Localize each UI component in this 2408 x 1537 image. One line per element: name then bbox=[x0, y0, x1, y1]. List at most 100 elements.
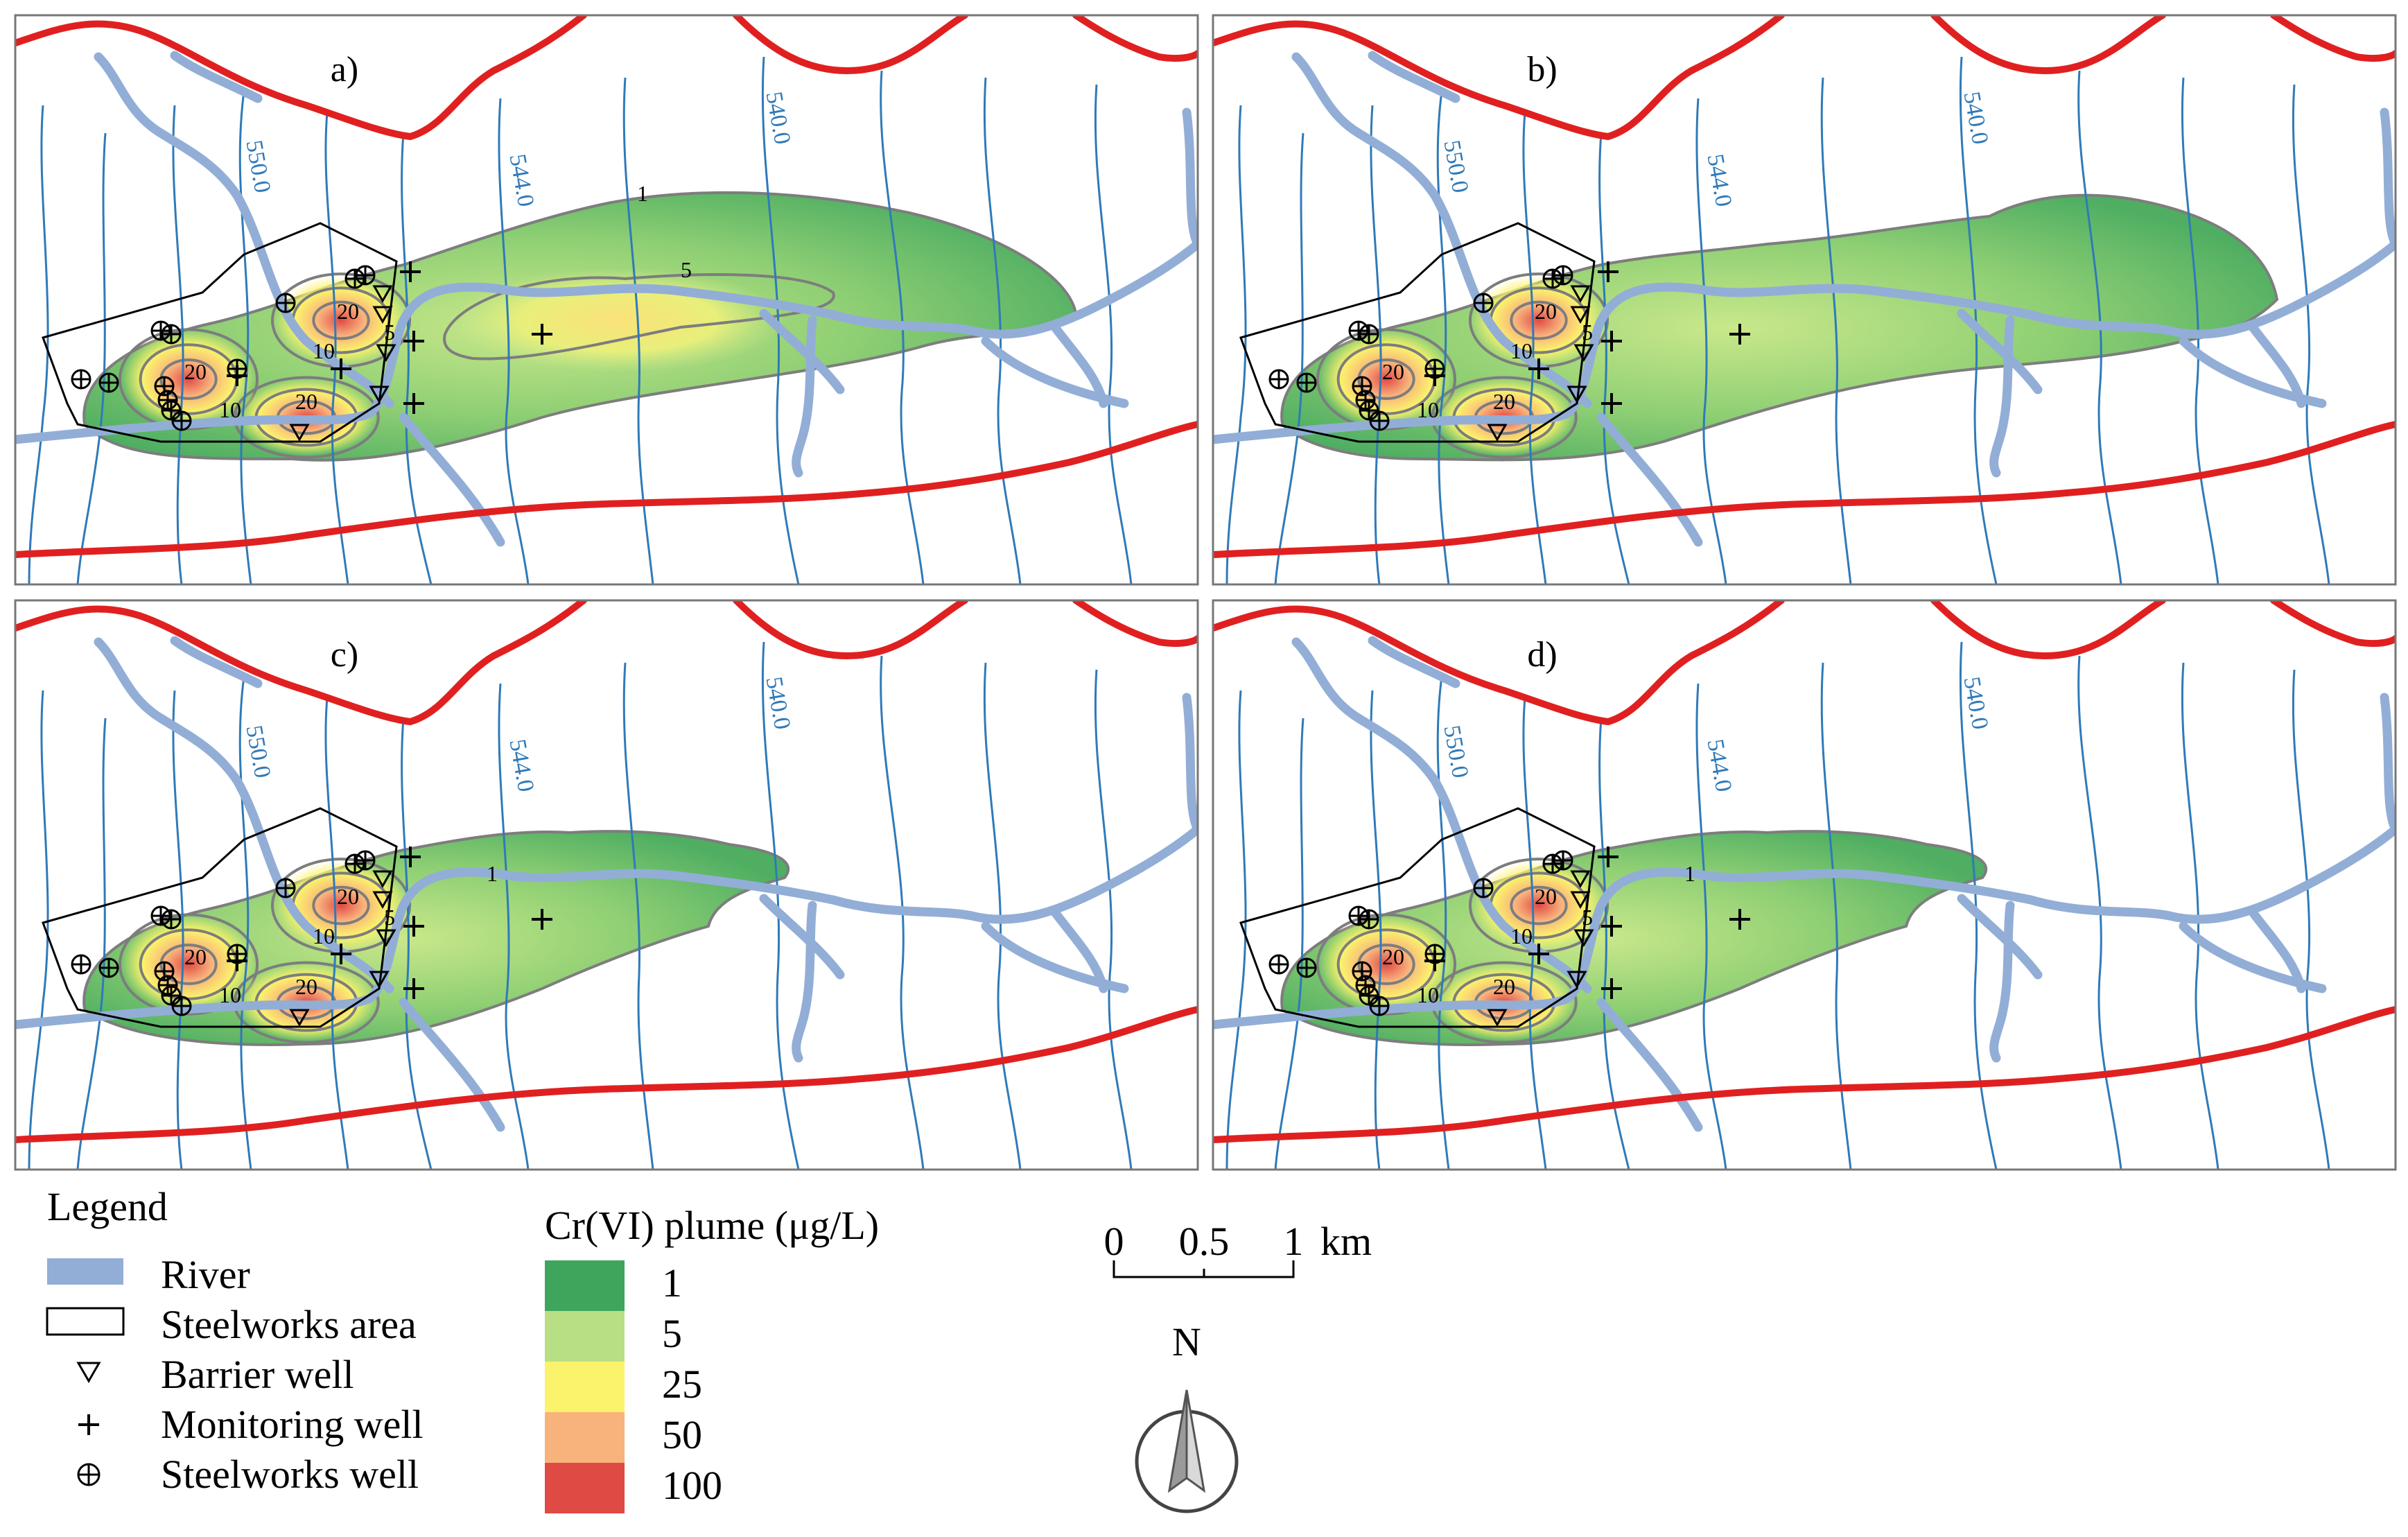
panel-frame-c bbox=[14, 599, 1199, 1171]
legend-steelworks-area-swatch bbox=[46, 1307, 125, 1336]
groundwater-head-contour bbox=[880, 70, 925, 584]
steelworks-well-icon bbox=[1296, 372, 1317, 393]
steelworks-well-icon bbox=[71, 954, 91, 975]
groundwater-head-contour bbox=[1274, 718, 1305, 1170]
groundwater-head-contour bbox=[1094, 84, 1133, 584]
barrier-well-icon bbox=[1570, 285, 1591, 304]
river bbox=[1368, 636, 1460, 688]
river bbox=[1182, 107, 1198, 249]
river bbox=[399, 998, 505, 1132]
river bbox=[759, 309, 845, 394]
panel-label-d: d) bbox=[1527, 635, 1557, 675]
groundwater-head-contour bbox=[76, 132, 107, 584]
river bbox=[1050, 908, 1108, 993]
monitoring-well-icon bbox=[1601, 916, 1622, 937]
river bbox=[1050, 322, 1108, 408]
river bbox=[2380, 107, 2396, 249]
concentration-contour bbox=[118, 328, 259, 431]
groundwater-head-contour bbox=[324, 697, 349, 1170]
plume-scale-label-25: 25 bbox=[662, 1362, 702, 1407]
groundwater-head-contour bbox=[1225, 690, 1247, 1170]
groundwater-head-contour bbox=[172, 690, 184, 1170]
concentration-contour bbox=[312, 885, 370, 926]
legend-monitoring-well-icon bbox=[78, 1414, 99, 1435]
steelworks-well-icon bbox=[150, 905, 171, 926]
groundwater-head-contour bbox=[1370, 690, 1382, 1170]
river bbox=[1291, 52, 1592, 408]
concentration-label: 20 bbox=[184, 359, 207, 384]
monitoring-well-icon bbox=[1424, 950, 1445, 971]
groundwater-head-contour bbox=[2292, 84, 2330, 584]
plume-contour-label: 5 bbox=[681, 257, 692, 282]
monitoring-well-icon bbox=[400, 261, 421, 282]
model-boundary bbox=[2270, 600, 2396, 648]
groundwater-head-contour bbox=[172, 105, 184, 584]
plume-scale-swatch-25 bbox=[545, 1362, 625, 1412]
plume-scale-swatch-100 bbox=[545, 1463, 625, 1513]
monitoring-well-icon bbox=[532, 324, 552, 345]
steelworks-well-icon bbox=[171, 410, 192, 431]
concentration-label: 10 bbox=[313, 923, 335, 948]
river bbox=[792, 315, 817, 478]
river bbox=[759, 894, 845, 980]
plume-scale-label-100: 100 bbox=[662, 1463, 722, 1508]
legend: Legend River Steelworks area Barrier wel… bbox=[46, 1184, 424, 1497]
monitoring-well-icon bbox=[532, 909, 552, 930]
monitoring-well-icon bbox=[331, 358, 351, 379]
steelworks-well-icon bbox=[71, 369, 91, 390]
steelworks-well-icon bbox=[1359, 324, 1379, 345]
groundwater-head-contour bbox=[1695, 683, 1727, 1170]
scale-bar-tick-half: 0.5 bbox=[1179, 1219, 1230, 1264]
legend-steelworks-well-label: Steelworks well bbox=[161, 1452, 419, 1497]
groundwater-head-contour bbox=[622, 662, 654, 1170]
concentration-label: 10 bbox=[219, 982, 241, 1007]
concentration-label: 20 bbox=[1382, 944, 1404, 969]
steelworks-well-icon bbox=[161, 909, 182, 930]
monitoring-well-icon bbox=[1729, 324, 1750, 345]
legend-monitoring-well-label: Monitoring well bbox=[161, 1402, 424, 1447]
groundwater-head-contour bbox=[1436, 91, 1450, 584]
plume-scale-label-1: 1 bbox=[662, 1260, 682, 1305]
steelworks-well-icon bbox=[1473, 878, 1494, 898]
monitoring-well-icon bbox=[227, 950, 247, 971]
groundwater-head-contour bbox=[1370, 105, 1382, 584]
barrier-well-icon bbox=[1487, 1009, 1508, 1027]
river bbox=[15, 239, 1198, 444]
scale-bar: 0 0.5 1 km bbox=[1104, 1219, 1372, 1278]
model-boundary bbox=[1930, 600, 2166, 660]
groundwater-head-contour bbox=[1522, 112, 1547, 584]
steelworks-well-icon bbox=[344, 853, 365, 874]
model-boundary bbox=[733, 15, 968, 75]
barrier-well-icon bbox=[372, 285, 393, 304]
model-boundary bbox=[15, 600, 587, 726]
steelworks-well-icon bbox=[1268, 369, 1289, 390]
steelworks-well-icon bbox=[1359, 909, 1379, 930]
model-boundary bbox=[1072, 15, 1198, 62]
river bbox=[1957, 309, 2043, 394]
steelworks-well-icon bbox=[98, 957, 119, 978]
barrier-well-icon bbox=[1570, 306, 1591, 324]
concentration-contour bbox=[118, 913, 259, 1016]
groundwater-head-contour bbox=[2181, 662, 2219, 1170]
monitoring-well-icon bbox=[1528, 358, 1549, 379]
concentration-label: 20 bbox=[1382, 359, 1404, 384]
concentration-contour bbox=[1510, 300, 1568, 340]
steelworks-well-icon bbox=[1296, 957, 1317, 978]
steelworks-well-icon bbox=[275, 293, 296, 313]
concentration-label: 5 bbox=[384, 905, 395, 930]
scale-bar-tick-0: 0 bbox=[1104, 1219, 1124, 1264]
groundwater-head-contour bbox=[238, 676, 252, 1170]
barrier-well-icon bbox=[1567, 385, 1587, 404]
groundwater-head-contour bbox=[2292, 669, 2330, 1170]
river bbox=[1182, 693, 1198, 834]
groundwater-head-contour bbox=[498, 98, 530, 584]
model-boundary bbox=[1213, 1006, 2396, 1143]
steelworks-well-icon bbox=[161, 324, 182, 345]
panel-label-c: c) bbox=[331, 635, 358, 675]
groundwater-head-contour bbox=[498, 683, 530, 1170]
river bbox=[1596, 998, 1703, 1132]
concentration-contour bbox=[1510, 885, 1568, 926]
